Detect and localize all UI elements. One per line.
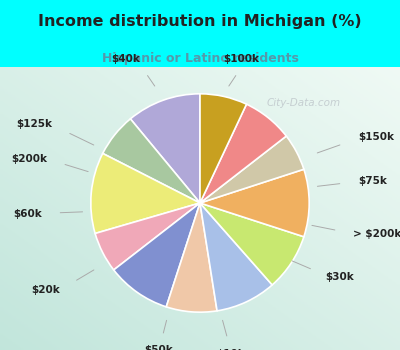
Text: Hispanic or Latino residents: Hispanic or Latino residents <box>102 52 298 65</box>
Text: $10k: $10k <box>216 349 245 350</box>
Text: Income distribution in Michigan (%): Income distribution in Michigan (%) <box>38 14 362 29</box>
Wedge shape <box>200 104 286 203</box>
Wedge shape <box>200 136 304 203</box>
Wedge shape <box>200 169 309 237</box>
Text: $20k: $20k <box>32 285 60 295</box>
Wedge shape <box>103 119 200 203</box>
Text: $50k: $50k <box>144 345 173 350</box>
Wedge shape <box>91 153 200 233</box>
Text: City-Data.com: City-Data.com <box>267 98 341 108</box>
Wedge shape <box>200 203 304 285</box>
Wedge shape <box>114 203 200 307</box>
Text: $100k: $100k <box>224 54 260 64</box>
Text: $40k: $40k <box>111 54 140 64</box>
Wedge shape <box>200 203 272 311</box>
Text: $75k: $75k <box>358 176 387 186</box>
Wedge shape <box>130 94 200 203</box>
Wedge shape <box>166 203 217 312</box>
Text: $125k: $125k <box>16 119 52 130</box>
Text: $60k: $60k <box>13 209 42 219</box>
Text: $200k: $200k <box>11 154 47 164</box>
Wedge shape <box>200 94 246 203</box>
Wedge shape <box>95 203 200 270</box>
Text: > $200k: > $200k <box>353 229 400 239</box>
Text: $30k: $30k <box>326 272 354 282</box>
Text: $150k: $150k <box>358 133 394 142</box>
